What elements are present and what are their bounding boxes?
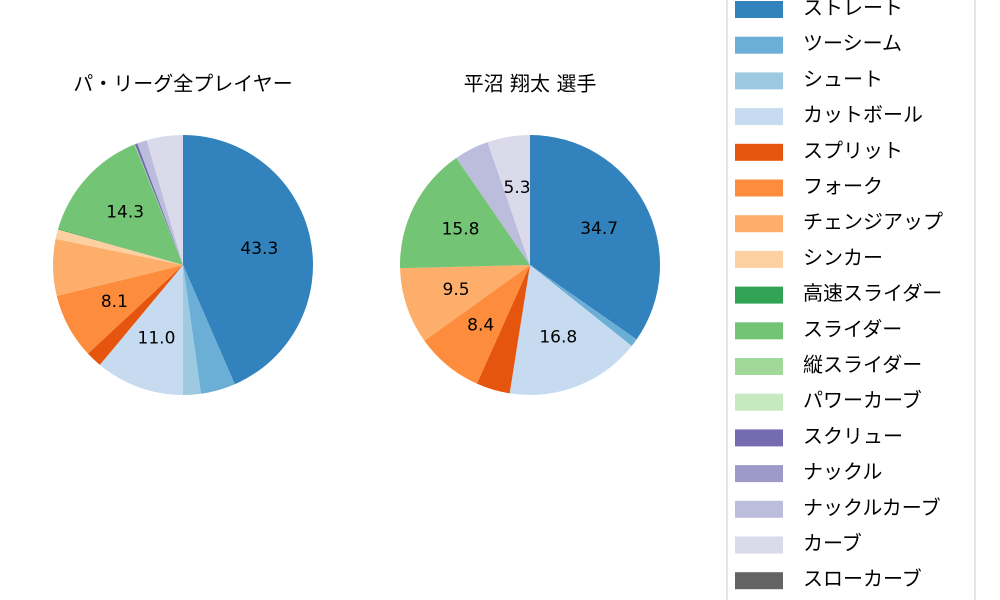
legend-label: ツーシーム [803,31,902,55]
pie-slice [56,265,183,354]
legend-label: 高速スライダー [803,281,942,305]
value-label: 43.3 [240,239,278,259]
legend-label: パワーカーブ [803,388,922,412]
value-label: 15.8 [442,220,480,240]
pie-slice [58,144,183,265]
legend-swatch [735,1,783,18]
pie-slice [57,228,183,265]
legend-swatch [735,358,783,375]
legend-label: シュート [803,67,883,91]
pie-slice [53,238,184,296]
legend-swatch [735,500,783,518]
legend-swatch [735,429,783,447]
value-label: 8.4 [467,315,494,335]
legend-swatch [735,108,783,126]
legend-label: スクリュー [803,424,903,448]
legend-label: スローカーブ [803,567,922,591]
legend-swatch [735,72,783,90]
value-label: 34.7 [580,219,618,239]
legend-label: シンカー [803,245,883,269]
pie-slice [424,265,530,384]
pie-slice [134,143,183,265]
pie-slice [530,135,660,340]
pie-slice [183,265,201,395]
legend-label: カットボール [803,103,923,127]
chart-title: パ・リーグ全プレイヤー [73,72,292,96]
legend-swatch [735,322,783,340]
pie-slice [55,229,183,265]
legend-label: ナックル [803,460,882,484]
pie-slice [476,265,530,394]
chart-title: 平沼 翔太 選手 [464,72,597,96]
value-label: 5.3 [504,178,531,198]
legend-swatch [735,393,783,411]
value-label: 14.3 [106,203,144,223]
pie-slice [487,135,530,265]
pie-slice [456,142,530,265]
pie-slice [134,144,183,265]
legend-label: カーブ [803,531,862,555]
value-label: 16.8 [539,328,577,348]
legend-label: ストレート [803,0,903,20]
legend-label: 縦スライダー [803,353,922,377]
pie-slice [400,157,530,269]
pie-slice [400,265,530,341]
legend-swatch [735,250,783,268]
legend-swatch [735,215,783,233]
value-label: 11.0 [138,328,176,348]
legend-box [726,0,976,600]
legend-swatch [735,572,783,590]
pie-slice [183,265,235,394]
legend-swatch [735,465,783,483]
legend-label: チェンジアップ [803,210,943,234]
legend-swatch [735,36,783,54]
legend-swatch [735,179,783,197]
legend-swatch [735,286,783,304]
pie-slice [146,135,183,265]
legend-label: ナックルカーブ [803,495,941,519]
pie-slice [99,265,183,395]
pie-slice [87,265,183,365]
legend-label: スプリット [803,138,903,162]
legend-label: スライダー [803,317,902,341]
pie-slice [183,135,314,385]
pie-slice [530,265,637,346]
legend-swatch [735,536,783,554]
value-label: 9.5 [443,280,470,300]
pie-slice [509,265,632,395]
pie-slice [137,140,183,265]
legend-label: フォーク [803,174,883,198]
value-label: 8.1 [101,292,128,312]
legend-swatch [735,143,783,161]
